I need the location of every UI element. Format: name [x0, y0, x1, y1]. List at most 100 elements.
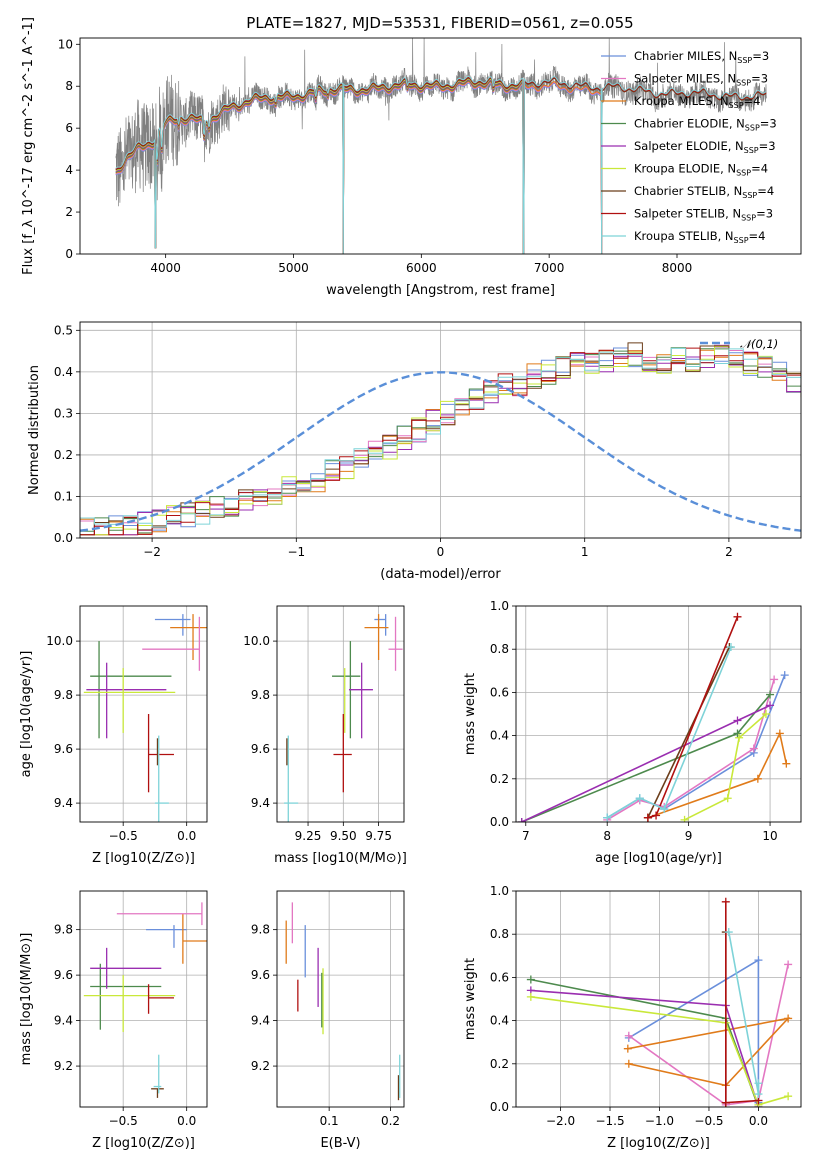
spectrum-x-tick: 8000 — [662, 254, 693, 275]
age-vs-mass-x-tick-label: 9.50 — [330, 829, 357, 843]
age-vs-Z-y-tick-label: 9.8 — [54, 688, 73, 702]
mass-vs-EBV-x-tick: 0.1 — [320, 1107, 339, 1128]
errorbar-point — [116, 902, 203, 926]
mass-vs-Z-x-tick: −0.5 — [109, 1107, 138, 1128]
legend-item: Kroupa STELIB, NSSP=4 — [601, 229, 765, 245]
mass-vs-Z-y-axis-label: mass [log10(M/M⊙)] — [19, 933, 34, 1066]
mass-weight-marker — [721, 1098, 730, 1107]
spectrum-y-tick: 8 — [65, 79, 80, 93]
massweight-vs-age-y-tick-label: 1.0 — [490, 599, 509, 613]
spectrum-x-tick: 4000 — [150, 254, 181, 275]
massweight-vs-Z-y-tick: 1.0 — [490, 884, 516, 898]
spectrum-y-tick: 10 — [58, 37, 80, 51]
mass-vs-EBV-plot-area — [285, 902, 401, 1101]
massweight-vs-Z-y-tick-label: 0.4 — [490, 1014, 509, 1028]
age-vs-mass-y-tick: 10.0 — [243, 634, 277, 648]
spectrum-x-tick-label: 8000 — [662, 261, 693, 275]
mass-vs-Z-x-axis-label: Z [log10(Z/Z⊙)] — [92, 1136, 195, 1151]
mass-weight-marker — [754, 956, 763, 965]
errorbar-point — [142, 616, 201, 671]
mass-weight-marker — [770, 675, 779, 684]
residuals-plot-area — [80, 342, 801, 538]
mass-weight-marker — [643, 813, 652, 822]
mass-weight-line — [628, 964, 789, 1106]
errorbar-point — [90, 947, 162, 989]
mass-vs-EBV-x-tick-label: 0.1 — [320, 1114, 339, 1128]
spectrum-y-tick: 2 — [65, 205, 80, 219]
spectrum-legend: Chabrier MILES, NSSP=3 Salpeter MILES, NS… — [601, 49, 777, 245]
massweight-vs-age-y-tick: 0.6 — [490, 685, 516, 699]
age-vs-mass-x-tick-label: 9.75 — [365, 829, 392, 843]
age-vs-Z-y-tick-label: 10.0 — [46, 634, 73, 648]
age-vs-Z-x-tick: 0.0 — [177, 822, 196, 843]
mass-weight-marker — [782, 759, 791, 768]
residuals-y-tick-label: 0.2 — [54, 448, 73, 462]
spectrum-model-line — [115, 77, 767, 254]
massweight-vs-Z-y-tick: 0.8 — [490, 927, 516, 941]
mass-weight-marker — [603, 813, 612, 822]
mass-vs-Z-y-tick: 9.8 — [54, 923, 80, 937]
mass-vs-Z-y-tick-label: 9.2 — [54, 1059, 73, 1073]
mass-vs-EBV-y-tick: 9.4 — [251, 1014, 277, 1028]
residual-histogram-series — [80, 347, 801, 538]
age-vs-Z-y-tick: 10.0 — [46, 634, 80, 648]
mass-weight-line — [647, 646, 731, 819]
spectrum-frame — [79, 37, 802, 255]
mass-vs-EBV-x-axis-label: E(B-V) — [320, 1136, 360, 1151]
residuals-y-tick: 0.3 — [54, 406, 80, 420]
errorbar-point — [374, 614, 387, 636]
spectrum-plot-area — [115, 38, 767, 254]
spectrum-y-axis-label: Flux [f_λ 10^-17 erg cm^-2 s^-1 A^-1] — [21, 17, 36, 275]
massweight-vs-Z-x-tick: −0.5 — [694, 1107, 724, 1128]
spectrum-model-line — [115, 76, 767, 254]
age-vs-Z-panel: −0.5 0.0 9.4 9.6 9.8 10.0 Z [log10(Z/Z⊙)] age [… — [19, 605, 208, 866]
residuals-x-axis-label: (data-model)/error — [380, 567, 501, 582]
mass-vs-EBV-x-tick-label: 0.2 — [381, 1114, 400, 1128]
massweight-vs-age-x-tick-label: 10 — [762, 829, 777, 843]
massweight-vs-age-y-tick: 0.8 — [490, 642, 516, 656]
mass-weight-marker — [784, 1092, 793, 1101]
age-vs-Z-y-axis-label: age [log10(age/yr)] — [19, 651, 34, 778]
massweight-vs-Z-x-tick-label: −2.0 — [546, 1114, 575, 1128]
mass-vs-Z-x-tick: 0.0 — [177, 1107, 196, 1128]
age-vs-Z-x-tick-label: −0.5 — [109, 829, 138, 843]
errorbar-point — [90, 963, 162, 1030]
mass-weight-marker — [660, 805, 669, 814]
massweight-vs-age-x-tick-label: 8 — [603, 829, 611, 843]
legend-item: Chabrier STELIB, NSSP=4 — [601, 184, 774, 200]
massweight-vs-Z-x-tick-label: −1.5 — [595, 1114, 624, 1128]
residual-histogram-series — [80, 346, 801, 538]
mass-weight-marker — [635, 794, 644, 803]
mass-weight-line — [606, 646, 732, 819]
mass-weight-marker — [780, 671, 789, 680]
massweight-vs-age-x-axis-label: age [log10(age/yr)] — [595, 851, 722, 866]
massweight-vs-Z-y-tick: 0.0 — [490, 1100, 516, 1114]
mass-vs-Z-y-tick: 9.2 — [54, 1059, 80, 1073]
age-vs-mass-x-tick: 9.25 — [295, 822, 322, 843]
errorbar-point — [83, 975, 176, 1032]
residuals-y-tick-label: 0.5 — [54, 323, 73, 337]
spectrum-x-tick-label: 5000 — [278, 261, 309, 275]
errorbar-point — [147, 714, 174, 793]
spectrum-x-tick-label: 4000 — [150, 261, 181, 275]
massweight-vs-age-x-tick-label: 7 — [522, 829, 530, 843]
age-vs-Z-frame — [79, 605, 208, 823]
errorbar-point — [154, 735, 169, 822]
residuals-x-tick: 0 — [437, 538, 444, 559]
mass-vs-Z-x-tick-label: 0.0 — [177, 1114, 196, 1128]
age-vs-mass-x-tick-label: 9.25 — [295, 829, 322, 843]
errorbar-point — [182, 913, 207, 964]
errorbar-point — [364, 614, 389, 660]
massweight-vs-Z-y-tick: 0.6 — [490, 970, 516, 984]
age-vs-mass-y-tick-label: 9.4 — [251, 796, 270, 810]
spectrum-model-line — [115, 81, 603, 254]
residuals-y-tick-label: 0.3 — [54, 406, 73, 420]
mass-vs-EBV-y-tick: 9.2 — [251, 1059, 277, 1073]
errorbar-point — [154, 614, 191, 636]
massweight-vs-Z-y-tick-label: 0.0 — [490, 1100, 509, 1114]
massweight-vs-age-y-tick-label: 0.6 — [490, 685, 509, 699]
legend-item: Salpeter MILES, NSSP=3 — [601, 72, 768, 88]
residuals-y-tick: 0.0 — [54, 531, 80, 545]
age-vs-Z-y-tick: 9.4 — [54, 796, 80, 810]
residuals-y-tick: 0.4 — [54, 365, 80, 379]
